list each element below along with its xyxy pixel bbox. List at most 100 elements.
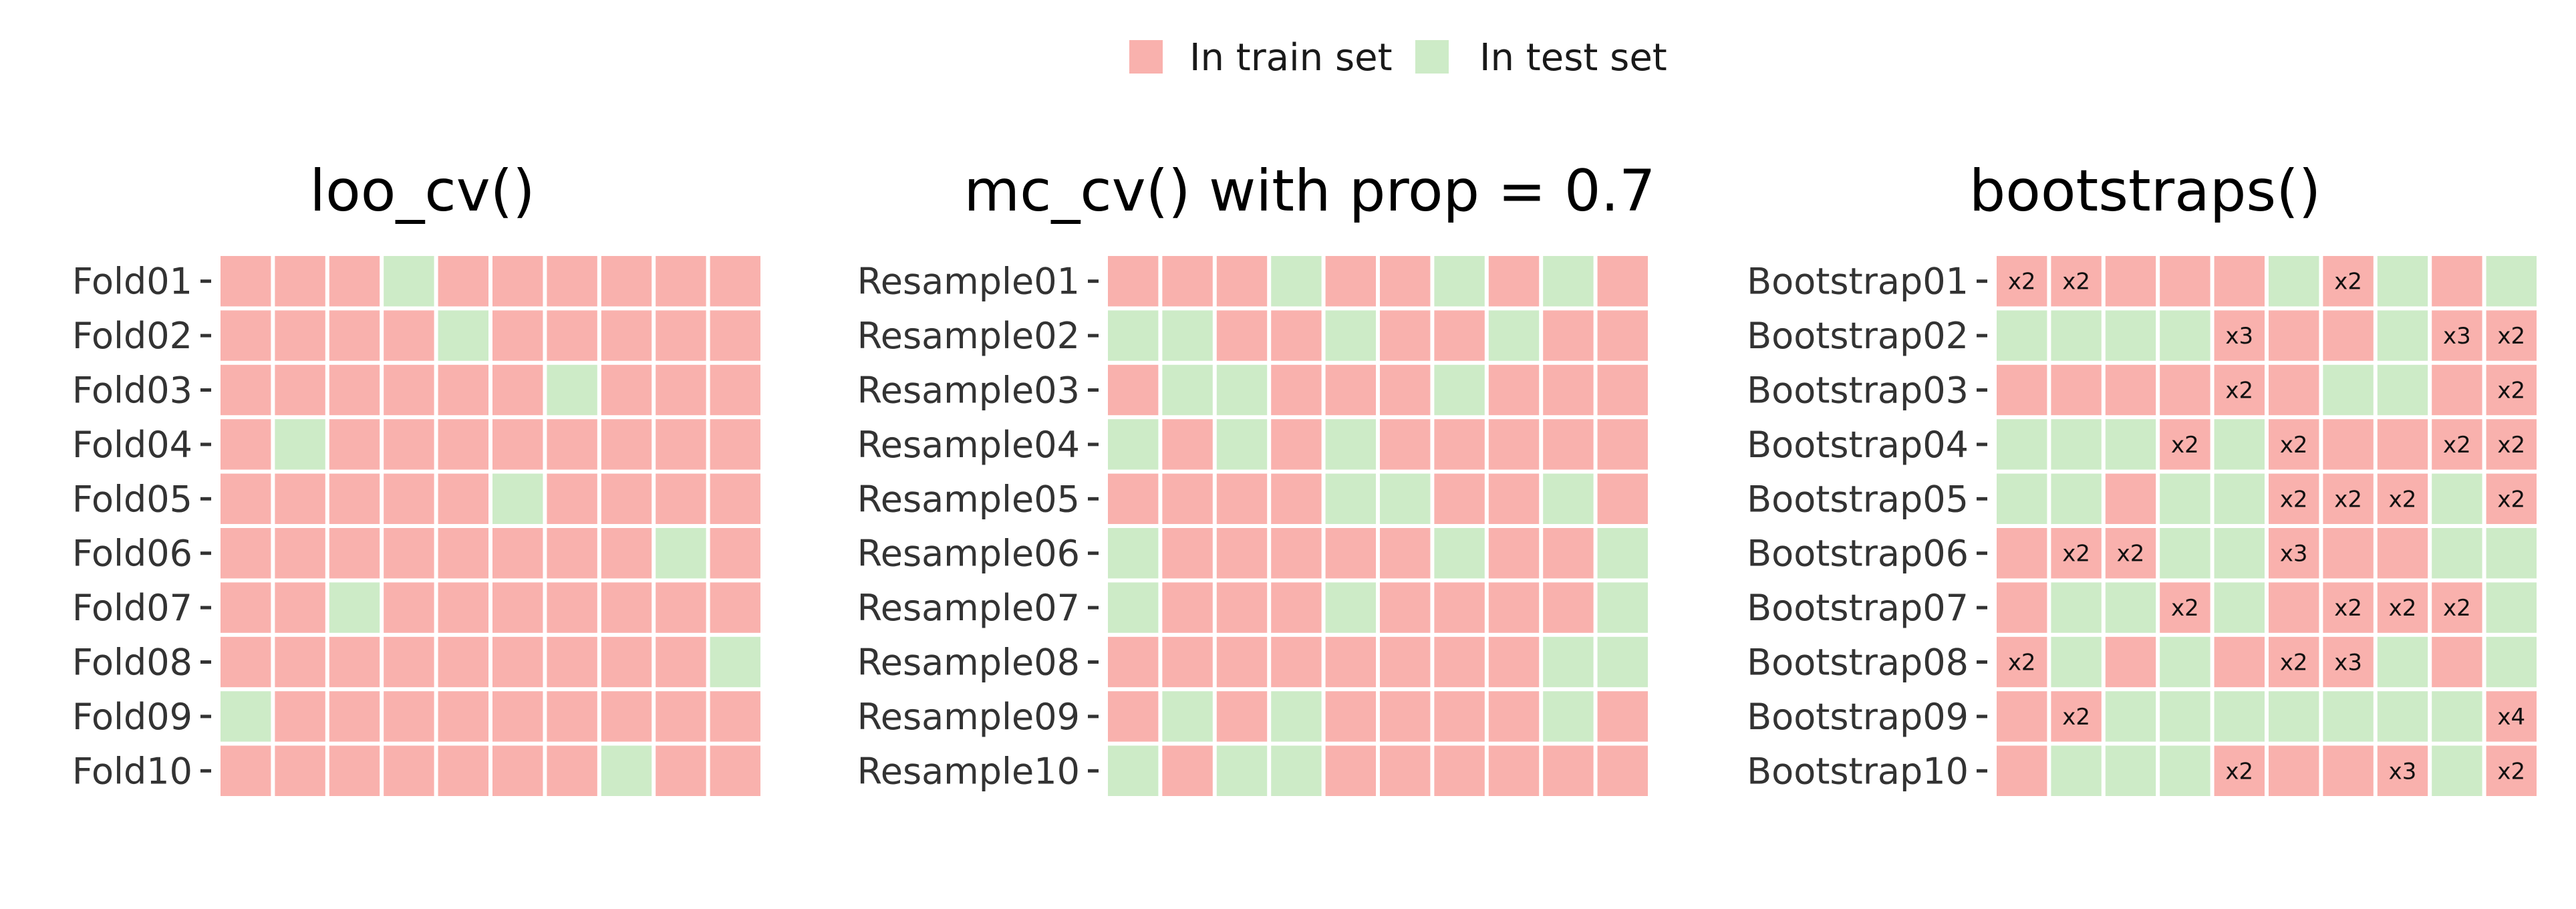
test-cell <box>275 419 325 470</box>
train-cell <box>384 745 434 796</box>
test-cell <box>1488 310 1540 361</box>
train-cell <box>2269 636 2319 688</box>
train-cell <box>1597 691 1648 742</box>
train-cell <box>1434 310 1485 361</box>
test-cell <box>2323 691 2374 742</box>
train-cell <box>438 636 488 688</box>
train-cell <box>384 364 434 416</box>
legend-train-swatch <box>1129 40 1163 74</box>
repeat-count-label: x2 <box>2443 432 2471 459</box>
test-cell <box>2160 310 2210 361</box>
test-cell <box>1162 310 1213 361</box>
train-cell <box>1216 582 1268 633</box>
train-cell <box>2160 256 2210 307</box>
train-cell <box>1325 256 1376 307</box>
train-cell <box>656 582 706 633</box>
test-cell <box>2432 691 2482 742</box>
train-cell <box>2051 528 2102 579</box>
train-cell <box>2269 310 2319 361</box>
train-cell <box>2269 582 2319 633</box>
train-cell <box>710 364 760 416</box>
test-cell <box>2160 745 2210 796</box>
train-cell <box>1997 745 2047 796</box>
test-cell <box>2486 636 2537 688</box>
repeat-count-label: x2 <box>2334 269 2362 295</box>
row-label: Fold08 <box>72 642 192 684</box>
test-cell <box>1997 473 2047 524</box>
train-cell <box>1434 582 1485 633</box>
train-cell <box>221 582 271 633</box>
train-cell <box>329 528 380 579</box>
test-cell <box>1434 364 1485 416</box>
row-label: Fold03 <box>72 370 192 412</box>
repeat-count-label: x4 <box>2497 704 2525 731</box>
train-cell <box>438 582 488 633</box>
test-cell <box>1380 473 1431 524</box>
test-cell <box>2105 419 2156 470</box>
train-cell <box>2486 364 2537 416</box>
train-cell <box>1380 419 1431 470</box>
test-cell <box>2160 473 2210 524</box>
repeat-count-label: x2 <box>2334 486 2362 513</box>
test-cell <box>2214 691 2265 742</box>
repeat-count-label: x2 <box>2389 486 2417 513</box>
train-cell <box>329 745 380 796</box>
train-cell <box>2214 256 2265 307</box>
train-cell <box>547 310 597 361</box>
test-cell <box>1997 419 2047 470</box>
test-cell <box>2051 745 2102 796</box>
train-cell <box>547 745 597 796</box>
train-cell <box>2214 310 2265 361</box>
train-cell <box>1271 582 1322 633</box>
test-cell <box>1997 310 2047 361</box>
train-cell <box>547 691 597 742</box>
row-label: Fold10 <box>72 750 192 792</box>
repeat-count-label: x2 <box>2225 758 2253 785</box>
test-cell <box>2160 636 2210 688</box>
train-cell <box>1325 745 1376 796</box>
train-cell <box>1543 364 1594 416</box>
test-cell <box>2051 310 2102 361</box>
train-cell <box>1434 691 1485 742</box>
train-cell <box>656 636 706 688</box>
test-cell <box>1108 582 1159 633</box>
test-cell <box>2269 691 2319 742</box>
test-cell <box>1271 691 1322 742</box>
test-cell <box>2051 582 2102 633</box>
train-cell <box>1380 528 1431 579</box>
train-cell <box>1488 256 1540 307</box>
row-label: Resample07 <box>857 587 1080 629</box>
train-cell <box>438 528 488 579</box>
train-cell <box>275 256 325 307</box>
repeat-count-label: x3 <box>2225 323 2253 350</box>
train-cell <box>1380 582 1431 633</box>
train-cell <box>2432 582 2482 633</box>
test-cell <box>2323 364 2374 416</box>
train-cell <box>2432 364 2482 416</box>
train-cell <box>438 473 488 524</box>
test-cell <box>2051 636 2102 688</box>
repeat-count-label: x2 <box>2280 432 2308 459</box>
row-label: Fold06 <box>72 533 192 575</box>
train-cell <box>1108 636 1159 688</box>
train-cell <box>2105 636 2156 688</box>
test-cell <box>221 691 271 742</box>
repeat-count-label: x2 <box>2171 432 2199 459</box>
train-cell <box>492 528 543 579</box>
train-cell <box>438 745 488 796</box>
train-cell <box>384 419 434 470</box>
train-cell <box>1325 364 1376 416</box>
train-cell <box>1543 745 1594 796</box>
row-label: Bootstrap09 <box>1747 696 1969 738</box>
train-cell <box>492 419 543 470</box>
repeat-count-label: x2 <box>2497 432 2525 459</box>
train-cell <box>1997 528 2047 579</box>
train-cell <box>2486 745 2537 796</box>
test-cell <box>601 745 652 796</box>
train-cell <box>2432 636 2482 688</box>
train-cell <box>492 310 543 361</box>
train-cell <box>221 310 271 361</box>
row-label: Resample10 <box>857 750 1080 792</box>
train-cell <box>275 691 325 742</box>
train-cell <box>438 364 488 416</box>
